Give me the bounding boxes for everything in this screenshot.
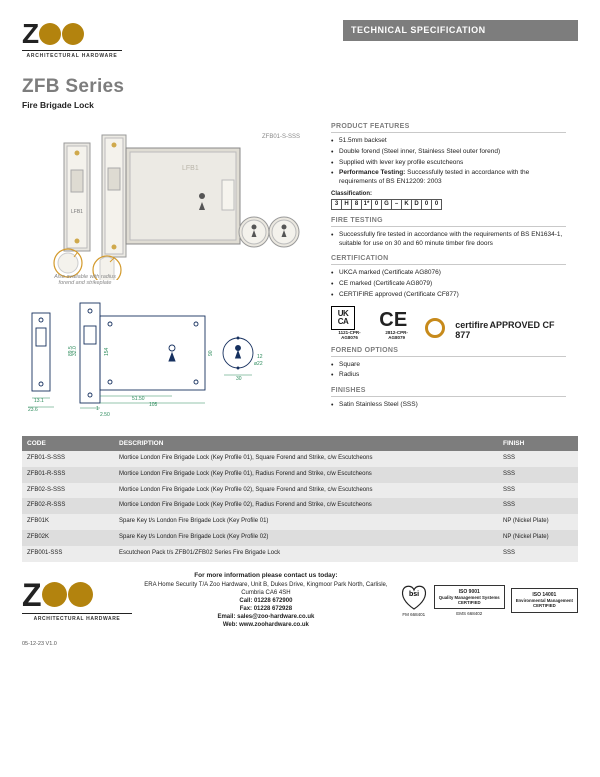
list-item: Performance Testing: Successfully tested…	[331, 169, 566, 187]
table-row: ZFB01-S-SSSMortice London Fire Brigade L…	[22, 451, 578, 467]
brand-logo: Z ARCHITECTURAL HARDWARE	[22, 20, 122, 59]
svg-text:89.5: 89.5	[68, 346, 74, 356]
svg-text:LFB1: LFB1	[71, 209, 83, 215]
product-drawing-photo: LFB1 LFB1	[22, 120, 317, 286]
table-row: ZFB01-R-SSSMortice London Fire Brigade L…	[22, 467, 578, 483]
list-item: CE marked (Certificate AG8079)	[331, 280, 566, 289]
table-header: CODE	[22, 436, 114, 451]
contact-address: ERA Home Security T/A Zoo Hardware, Unit…	[144, 582, 387, 596]
contact-call: Call: 01228 672900	[239, 598, 292, 604]
svg-text:1: 1	[96, 406, 99, 412]
svg-text:30: 30	[236, 376, 242, 382]
svg-text:12: 12	[257, 354, 263, 360]
svg-text:ZFB01-S-SSS: ZFB01-S-SSS	[262, 134, 300, 140]
certification-marks: UKCA 1121-CPR-AG8076 CE 2812-CPR-AG8079 …	[331, 306, 566, 340]
list-item: Radius	[331, 371, 566, 380]
footer-contact: For more information please contact us t…	[144, 572, 388, 630]
contact-web: Web: www.zoohardware.co.uk	[223, 622, 309, 628]
table-row: ZFB02-S-SSSMortice London Fire Brigade L…	[22, 483, 578, 499]
table-row: ZFB001-SSSEscutcheon Pack t/s ZFB01/ZFB0…	[22, 546, 578, 562]
list-item: Supplied with lever key profile escutche…	[331, 159, 566, 168]
svg-text:90: 90	[208, 350, 214, 356]
section-finishes: FINISHES	[331, 387, 566, 397]
section-forend-options: FOREND OPTIONS	[331, 347, 566, 357]
bsi-kitemark-icon: bsi	[400, 584, 428, 610]
series-subtitle: Fire Brigade Lock	[22, 100, 578, 110]
svg-text:154: 154	[104, 347, 110, 356]
classification-cells: 3H81*0G–KD00	[331, 199, 566, 210]
classification-label: Classification:	[331, 191, 566, 197]
table-row: ZFB01KSpare Key t/s London Fire Brigade …	[22, 514, 578, 530]
footer-certifications: bsi FM 668401 ISO 9001Quality Management…	[400, 584, 578, 617]
footer-tagline: ARCHITECTURAL HARDWARE	[22, 613, 132, 622]
ce-number: 2812-CPR-AG8079	[378, 330, 415, 340]
iso-14001-badge: ISO 14001Environmental ManagementCERTIFI…	[511, 588, 578, 613]
ukca-number: 1121-CPR-AG8076	[331, 330, 368, 340]
product-table: CODEDESCRIPTIONFINISH ZFB01-S-SSSMortice…	[22, 436, 578, 562]
ukca-mark: UKCA	[331, 306, 355, 330]
list-item: Double forend (Steel inner, Stainless St…	[331, 148, 566, 157]
certifire-mark: certifire	[455, 320, 488, 330]
section-fire-testing: FIRE TESTING	[331, 217, 566, 227]
table-header: FINISH	[498, 436, 578, 451]
series-title: ZFB Series	[22, 77, 578, 96]
product-drawing-dimensions: 154 32.0 89.5 90 105 51.50 2.501 13.123.…	[22, 298, 317, 428]
svg-text:LFB1: LFB1	[182, 165, 199, 172]
list-item: UKCA marked (Certificate AG8076)	[331, 269, 566, 278]
svg-text:ø22: ø22	[254, 361, 263, 367]
svg-text:bsi: bsi	[409, 591, 419, 598]
table-row: ZFB02-R-SSSMortice London Fire Brigade L…	[22, 498, 578, 514]
contact-heading: For more information please contact us t…	[144, 572, 388, 579]
brand-tagline: ARCHITECTURAL HARDWARE	[22, 50, 122, 59]
contact-fax: Fax: 01228 672928	[240, 606, 292, 612]
table-header: DESCRIPTION	[114, 436, 498, 451]
bsi-number-1: FM 668401	[400, 612, 428, 617]
section-certification: CERTIFICATION	[331, 255, 566, 265]
certifire-ring-icon	[425, 318, 445, 338]
bsi-number-2: EMS 668402	[434, 611, 505, 616]
spec-bar: TECHNICAL SPECIFICATION	[343, 20, 578, 41]
list-item: Square	[331, 361, 566, 370]
contact-email: Email: sales@zoo-hardware.co.uk	[217, 614, 314, 620]
also-available-note: Also available with radius forend and st…	[50, 274, 120, 286]
list-item: CERTIFIRE approved (Certificate CF877)	[331, 291, 566, 300]
svg-text:51.50: 51.50	[132, 396, 145, 402]
table-row: ZFB02KSpare Key t/s London Fire Brigade …	[22, 530, 578, 546]
page-reference: 05-12-23 V1.0	[22, 641, 578, 647]
footer-logo: Z ARCHITECTURAL HARDWARE	[22, 579, 132, 622]
list-item: Satin Stainless Steel (SSS)	[331, 401, 566, 410]
ce-mark: CE	[378, 310, 415, 330]
svg-text:23.6: 23.6	[28, 407, 38, 413]
svg-text:2.50: 2.50	[100, 412, 110, 418]
section-product-features: PRODUCT FEATURES	[331, 123, 566, 133]
list-item: Successfully fire tested in accordance w…	[331, 231, 566, 249]
list-item: 51.5mm backset	[331, 137, 566, 146]
iso-9001-badge: ISO 9001Quality Management SystemsCERTIF…	[434, 585, 505, 610]
svg-text:13.1: 13.1	[34, 398, 44, 404]
